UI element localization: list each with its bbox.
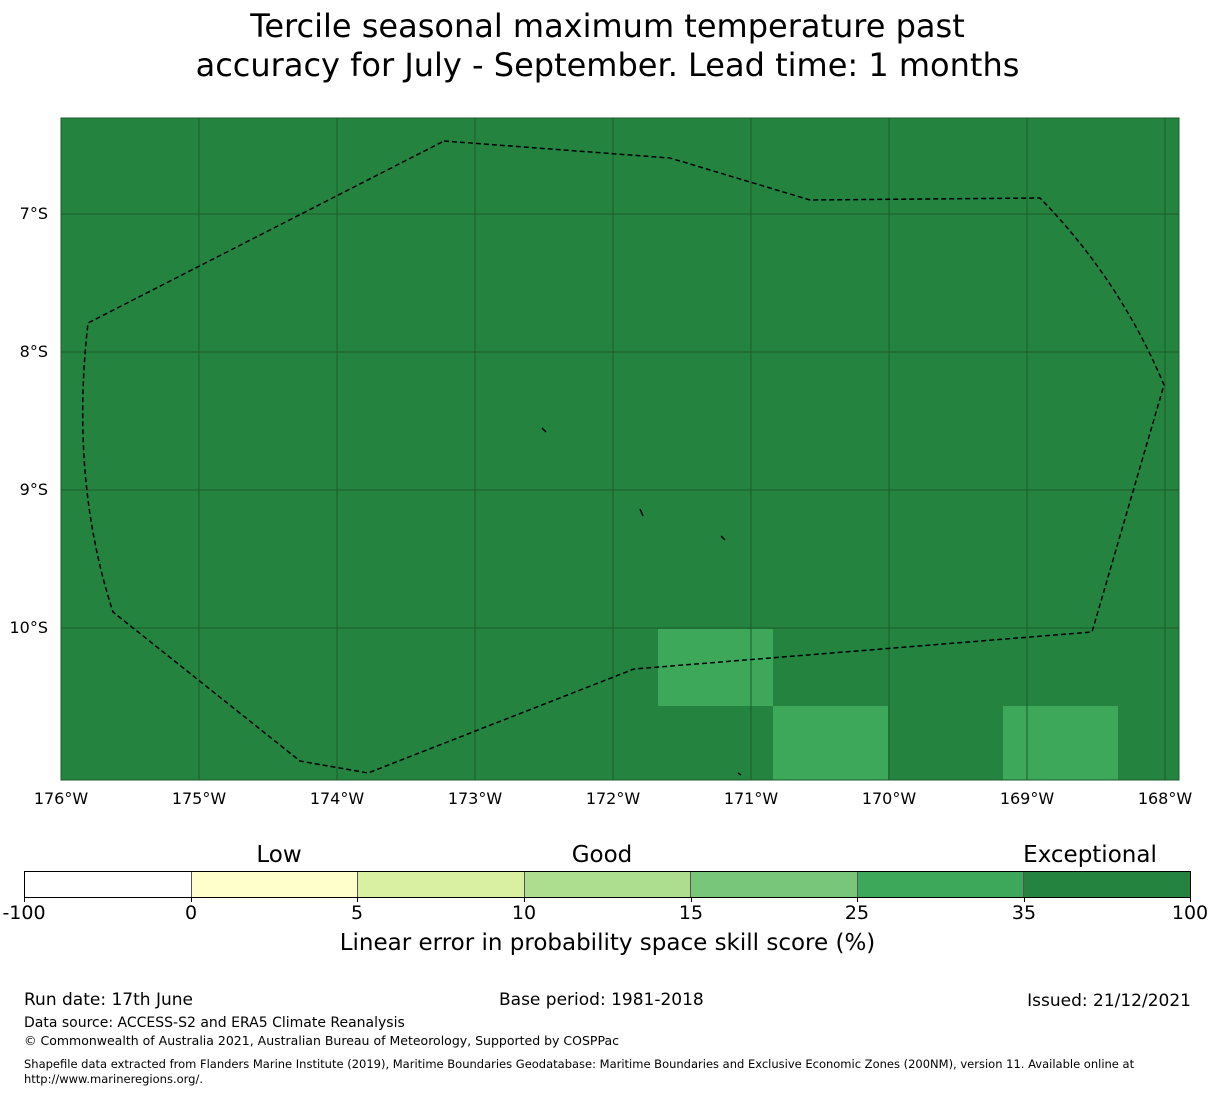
island	[737, 772, 742, 776]
colorbar-segment	[856, 872, 1024, 897]
map-frame	[60, 117, 1180, 781]
lon-label: 176°W	[33, 789, 89, 808]
copyright: © Commonwealth of Australia 2021, Austra…	[24, 1033, 619, 1048]
colorbar-tick-mark	[357, 897, 358, 902]
highlight-cell	[773, 706, 888, 780]
colorbar-segment	[25, 872, 191, 897]
colorbar-tick-label: 10	[511, 902, 537, 924]
colorbar-segment	[190, 872, 358, 897]
data-source: Data source: ACCESS-S2 and ERA5 Climate …	[24, 1015, 405, 1031]
legend-category-low: Low	[256, 842, 302, 868]
lon-label: 171°W	[723, 789, 779, 808]
colorbar	[24, 871, 1191, 898]
lat-label: 10°S	[9, 618, 48, 637]
colorbar-segment	[1023, 872, 1191, 897]
island	[639, 508, 644, 517]
colorbar-tick-label: -100	[2, 902, 46, 924]
lon-label: 169°W	[999, 789, 1055, 808]
map-title-line-1: Tercile seasonal maximum temperature pas…	[250, 7, 965, 45]
colorbar-segment	[690, 872, 857, 897]
colorbar-tick-mark	[191, 897, 192, 902]
colorbar-segment	[523, 872, 691, 897]
legend-category-exceptional: Exceptional	[1023, 842, 1157, 868]
colorbar-tick-label: 25	[844, 902, 870, 924]
colorbar-tick-label: 0	[184, 902, 198, 924]
lon-label: 168°W	[1137, 789, 1193, 808]
colorbar-tick-mark	[1190, 897, 1191, 902]
legend-category-good: Good	[571, 842, 633, 868]
lon-label: 174°W	[309, 789, 365, 808]
highlight-cell	[1003, 706, 1118, 780]
colorbar-tick-mark	[524, 897, 525, 902]
colorbar-tick-mark	[1024, 897, 1025, 902]
colorbar-segment	[357, 872, 524, 897]
lat-label: 7°S	[19, 204, 48, 223]
lon-label: 172°W	[585, 789, 641, 808]
island	[541, 427, 547, 433]
lon-label: 170°W	[861, 789, 917, 808]
colorbar-label: Linear error in probability space skill …	[339, 930, 876, 956]
colorbar-tick-mark	[24, 897, 25, 902]
lon-label: 175°W	[171, 789, 227, 808]
map-title-line-2: accuracy for July - September. Lead time…	[195, 46, 1020, 84]
lat-label: 8°S	[19, 342, 48, 361]
shapefile-credit: Shapefile data extracted from Flanders M…	[24, 1057, 1135, 1086]
highlight-cell	[658, 629, 773, 706]
run-date: Run date: 17th June	[24, 990, 193, 1010]
colorbar-tick-mark	[691, 897, 692, 902]
eez-boundary	[81, 140, 1165, 774]
issued-date: Issued: 21/12/2021	[1027, 991, 1191, 1011]
colorbar-tick-label: 100	[1171, 902, 1209, 924]
map-background	[61, 118, 1179, 780]
colorbar-tick-label: 35	[1011, 902, 1037, 924]
lon-label: 173°W	[447, 789, 503, 808]
skill-map	[60, 117, 1180, 781]
base-period: Base period: 1981-2018	[499, 990, 704, 1010]
island	[720, 535, 726, 541]
colorbar-tick-label: 15	[678, 902, 704, 924]
colorbar-tick-label: 5	[350, 902, 364, 924]
lat-label: 9°S	[19, 480, 48, 499]
graticule	[61, 118, 1179, 780]
colorbar-tick-mark	[857, 897, 858, 902]
